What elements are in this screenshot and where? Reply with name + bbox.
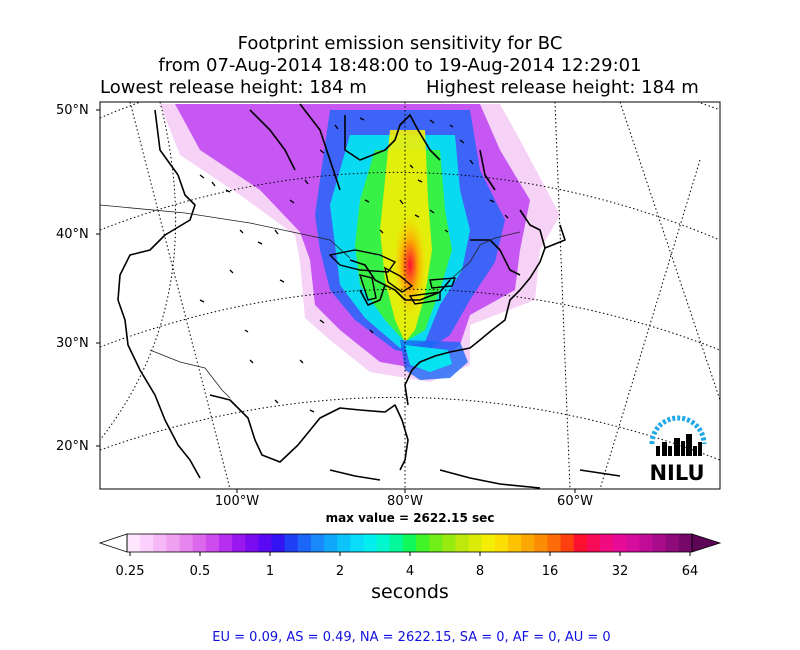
colorbar-cell <box>613 534 627 552</box>
axis-ticks <box>96 109 576 493</box>
colorbar-cell <box>179 534 194 552</box>
colorbar-cell <box>232 534 246 552</box>
colorbar-tick-label: 1 <box>265 564 275 579</box>
colorbar <box>98 533 722 556</box>
colorbar-cell <box>376 534 391 552</box>
nilu-logo: NILU <box>649 415 707 485</box>
colorbar-cell <box>665 534 680 552</box>
lat-label-30: 30°N <box>56 336 89 351</box>
colorbar-ticks <box>129 552 691 556</box>
region-summary: EU = 0.09, AS = 0.49, NA = 2622.15, SA =… <box>212 630 611 645</box>
colorbar-cell <box>389 534 404 552</box>
colorbar-cell <box>350 534 365 552</box>
political-borders <box>100 204 521 399</box>
colorbar-cell <box>494 534 509 552</box>
colorbar-cell <box>337 534 351 552</box>
nilu-logo-text: NILU <box>649 461 704 485</box>
colorbar-cell <box>166 534 181 552</box>
colorbar-cell <box>192 534 207 552</box>
graticule <box>100 102 720 489</box>
colorbar-cell <box>573 534 588 552</box>
max-value: max value = 2622.15 sec <box>325 511 495 525</box>
colorbar-tick-label: 8 <box>475 564 485 579</box>
colorbar-tick-label: 4 <box>405 564 415 579</box>
lowest-release-height: Lowest release height: 184 m <box>100 77 367 98</box>
time-range: from 07-Aug-2014 18:48:00 to 19-Aug-2014… <box>158 55 642 76</box>
colorbar-cell <box>402 534 417 552</box>
colorbar-cell <box>258 534 273 552</box>
colorbar-tick-label: 0.5 <box>189 564 211 579</box>
colorbar-cell <box>534 534 548 552</box>
islands <box>199 117 509 413</box>
map-field: NILU <box>100 102 720 489</box>
figure-title: Footprint emission sensitivity for BC <box>237 33 563 54</box>
colorbar-cell <box>678 534 693 552</box>
lon-label-100w: 100°W <box>214 494 260 509</box>
colorbar-cell <box>481 534 496 552</box>
colorbar-cell <box>245 534 259 552</box>
colorbar-extend-low <box>98 533 128 553</box>
colorbar-cell <box>521 534 535 552</box>
colorbar-tick-label: 32 <box>611 564 629 579</box>
lon-label-60w: 60°W <box>557 494 593 509</box>
colorbar-cells <box>127 534 693 552</box>
colorbar-cell <box>547 534 562 552</box>
colorbar-cell <box>363 534 378 552</box>
colorbar-cell <box>639 534 654 552</box>
colorbar-cell <box>218 534 233 552</box>
colorbar-cell <box>324 534 338 552</box>
colorbar-tick-label: 0.25 <box>115 564 145 579</box>
colorbar-tick-label: 16 <box>541 564 559 579</box>
colorbar-cell <box>416 534 430 552</box>
colorbar-cell <box>284 534 299 552</box>
colorbar-tick-label: 2 <box>335 564 345 579</box>
colorbar-cell <box>468 534 483 552</box>
colorbar-cell <box>271 534 286 552</box>
colorbar-cell <box>297 534 312 552</box>
colorbar-cell <box>586 534 601 552</box>
colorbar-cell <box>310 534 325 552</box>
lat-label-20: 20°N <box>56 439 89 454</box>
colorbar-label: seconds <box>371 581 449 603</box>
colorbar-cell <box>205 534 220 552</box>
colorbar-cell <box>560 534 575 552</box>
colorbar-cell <box>626 534 640 552</box>
colorbar-cell <box>508 534 522 552</box>
colorbar-cell <box>600 534 614 552</box>
coastlines <box>117 103 621 489</box>
map-frame <box>99 101 721 490</box>
colorbar-cell <box>455 534 470 552</box>
lat-label-50: 50°N <box>56 103 89 118</box>
lon-label-80w: 80°W <box>387 494 423 509</box>
colorbar-cell <box>442 534 456 552</box>
colorbar-cell <box>153 534 167 552</box>
colorbar-cell <box>429 534 443 552</box>
colorbar-tick-label: 64 <box>681 564 699 579</box>
colorbar-extend-high <box>691 533 722 553</box>
lat-label-40: 40°N <box>56 227 89 242</box>
plume-core <box>392 210 428 320</box>
colorbar-cell <box>652 534 667 552</box>
lakes <box>328 249 457 305</box>
highest-release-height: Highest release height: 184 m <box>426 77 699 98</box>
colorbar-cell <box>127 534 141 552</box>
colorbar-cell <box>140 534 154 552</box>
